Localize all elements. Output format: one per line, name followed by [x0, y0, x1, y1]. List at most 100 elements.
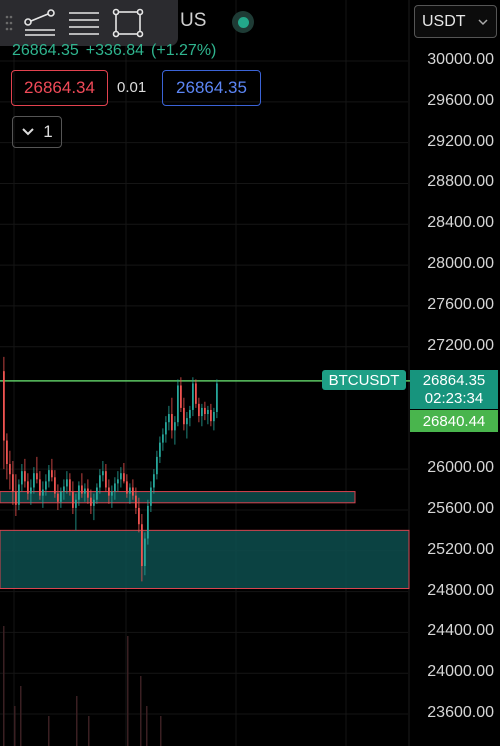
- chevron-down-icon: [22, 128, 34, 136]
- rectangle-tool-button[interactable]: [106, 0, 150, 46]
- horizontal-lines-icon: [69, 12, 99, 35]
- candle-body: [153, 474, 155, 488]
- volume-bar: [140, 676, 142, 746]
- candle-body: [177, 385, 179, 423]
- candle-body: [93, 499, 95, 506]
- rectangle-icon: [112, 8, 144, 38]
- caret-down-icon: [478, 18, 488, 25]
- candle-body: [195, 383, 197, 404]
- volume-bar: [146, 706, 148, 746]
- candle-body: [108, 487, 110, 496]
- supply-demand-zone: [0, 491, 356, 504]
- candle-body: [150, 487, 152, 506]
- candle-body: [57, 493, 59, 502]
- axis-tick-label: 28800.00: [427, 173, 494, 191]
- candle-body: [180, 385, 182, 408]
- candle-body: [141, 524, 143, 567]
- candle-body: [120, 473, 122, 480]
- candle-body: [204, 407, 206, 415]
- volume-bar: [127, 636, 129, 746]
- candle-body: [90, 497, 92, 506]
- horizontal-lines-tool-button[interactable]: [62, 0, 106, 46]
- candle-body: [162, 434, 164, 443]
- candle-body: [216, 383, 218, 412]
- candle-body: [111, 491, 113, 496]
- candle-body: [192, 383, 194, 410]
- candle-body: [42, 489, 44, 496]
- candle-body: [105, 471, 107, 488]
- candle-body: [129, 487, 131, 494]
- candle-body: [51, 470, 53, 478]
- axis-tick-label: 28400.00: [427, 214, 494, 232]
- candle-body: [12, 474, 14, 492]
- last-price-tag: 26864.35 02:23:34: [410, 370, 498, 409]
- candle-body: [102, 471, 104, 476]
- candle-body: [189, 409, 191, 419]
- drawing-toolbar: [0, 0, 178, 46]
- candle-body: [63, 486, 65, 492]
- candle-body: [18, 484, 20, 505]
- change-percent: (+1.27%): [151, 42, 217, 59]
- change-value: +336.84: [85, 42, 145, 59]
- quantity-dropdown[interactable]: 1: [12, 116, 62, 148]
- candle-body: [54, 477, 56, 494]
- axis-tick-label: 29600.00: [427, 91, 494, 109]
- axis-tick-label: 25600.00: [427, 499, 494, 517]
- axis-tick-label: 24800.00: [427, 581, 494, 599]
- candle-body: [3, 371, 5, 441]
- candle-body: [30, 487, 32, 494]
- volume-bar: [14, 706, 16, 746]
- candle-body: [126, 481, 128, 494]
- volume-bar: [3, 626, 5, 746]
- supply-demand-zone: [0, 529, 410, 590]
- candle-body: [165, 422, 167, 435]
- axis-tick-label: 24000.00: [427, 663, 494, 681]
- axis-tick-label: 24400.00: [427, 622, 494, 640]
- candle-body: [24, 471, 26, 482]
- candle-body: [48, 470, 50, 482]
- candle-body: [81, 485, 83, 494]
- axis-tick-label: 23600.00: [427, 704, 494, 721]
- candle-body: [84, 488, 86, 494]
- candle-body: [123, 473, 125, 482]
- candle-body: [36, 473, 38, 480]
- axis-tick-label: 29200.00: [427, 132, 494, 150]
- candle-body: [117, 479, 119, 484]
- axis-tick-label: 26000.00: [427, 459, 494, 477]
- axis-tick-label: 27200.00: [427, 336, 494, 354]
- candle-body: [69, 479, 71, 492]
- candle-body: [210, 409, 212, 422]
- last-price-text: 26864.35: [12, 42, 79, 59]
- candle-body: [45, 481, 47, 490]
- volume-bar: [48, 716, 50, 746]
- sell-price-button[interactable]: 26864.34: [11, 70, 108, 106]
- candle-body: [96, 487, 98, 500]
- candle-body: [78, 485, 80, 500]
- trend-line-icon: [24, 9, 55, 36]
- candle-body: [132, 487, 134, 496]
- volume-bar: [160, 716, 162, 746]
- axis-tick-label: 27600.00: [427, 295, 494, 313]
- candle-body: [171, 414, 173, 431]
- bar-countdown: 02:23:34: [424, 389, 484, 407]
- currency-value: USDT: [422, 12, 466, 30]
- candle-body: [75, 499, 77, 508]
- drag-handle-icon[interactable]: [0, 0, 18, 46]
- candle-body: [147, 505, 149, 539]
- buy-price-button[interactable]: 26864.35: [162, 70, 261, 106]
- currency-select[interactable]: USDT: [414, 5, 497, 38]
- candle-body: [21, 471, 23, 485]
- candle-body: [27, 481, 29, 494]
- candle-body: [9, 464, 11, 475]
- candle-body: [15, 491, 17, 505]
- candle-body: [183, 407, 185, 425]
- symbol-price-tag: BTCUSDT: [322, 370, 406, 390]
- candle-body: [198, 403, 200, 417]
- trend-line-tool-button[interactable]: [18, 0, 62, 46]
- candle-body: [99, 475, 101, 488]
- candle-body: [174, 422, 176, 431]
- candle-body: [201, 407, 203, 417]
- second-price-tag: 26840.44: [410, 410, 498, 432]
- candle-body: [66, 479, 68, 487]
